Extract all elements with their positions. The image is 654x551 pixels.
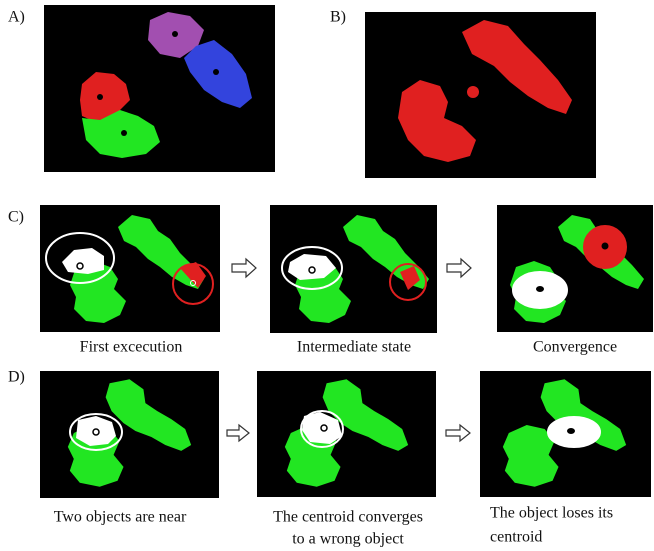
- panel-label: B): [330, 9, 346, 26]
- image-d1: [40, 371, 219, 498]
- caption: Two objects are near: [54, 509, 187, 526]
- caption: Convergence: [533, 339, 617, 356]
- image-d3: [480, 371, 651, 497]
- image-b: [365, 12, 596, 178]
- image-c3: [497, 205, 653, 332]
- caption: The centroid converges: [273, 509, 423, 526]
- image-c2: [270, 205, 437, 333]
- image-c1: [40, 205, 220, 332]
- caption: First excecution: [80, 339, 183, 356]
- image-d2: [257, 371, 436, 497]
- caption: Intermediate state: [297, 339, 411, 356]
- caption: to a wrong object: [292, 531, 404, 548]
- image-a: [44, 5, 275, 172]
- panel-label: A): [8, 9, 25, 26]
- figure: A) B) C): [0, 0, 654, 551]
- caption: centroid: [490, 529, 542, 546]
- caption: The object loses its: [490, 505, 613, 522]
- panel-label: D): [8, 369, 25, 386]
- panel-label: C): [8, 209, 24, 226]
